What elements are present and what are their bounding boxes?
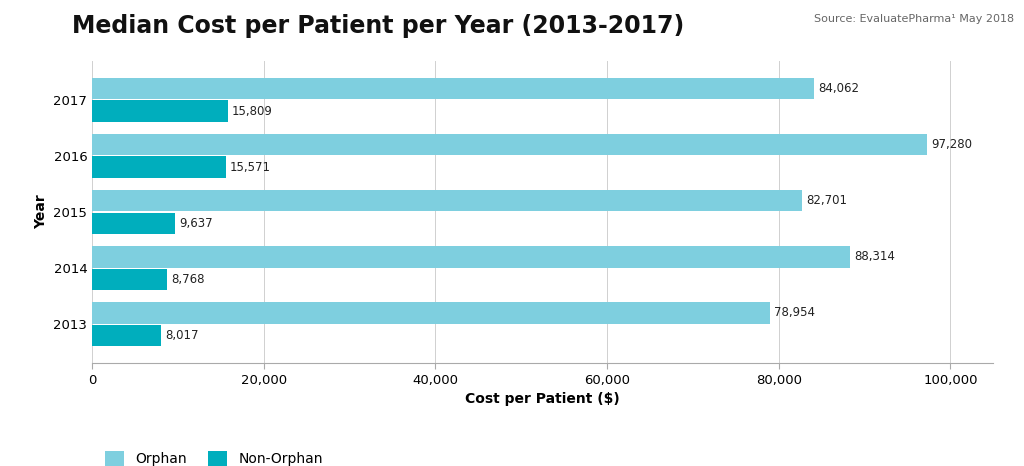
Bar — [92, 78, 814, 99]
Text: 9,637: 9,637 — [179, 217, 213, 230]
Bar — [92, 302, 770, 324]
Bar — [92, 269, 167, 290]
Text: 84,062: 84,062 — [818, 82, 859, 95]
Bar — [92, 100, 227, 122]
Bar — [92, 134, 927, 155]
Bar — [92, 325, 161, 346]
Text: 8,768: 8,768 — [172, 273, 205, 286]
Legend: Orphan, Non-Orphan: Orphan, Non-Orphan — [99, 445, 329, 466]
X-axis label: Cost per Patient ($): Cost per Patient ($) — [465, 392, 621, 406]
Text: 15,809: 15,809 — [232, 104, 273, 117]
Text: 82,701: 82,701 — [806, 194, 847, 207]
Bar — [92, 157, 225, 178]
Y-axis label: Year: Year — [34, 195, 48, 229]
Text: Source: EvaluatePharma¹ May 2018: Source: EvaluatePharma¹ May 2018 — [814, 14, 1014, 24]
Text: 15,571: 15,571 — [230, 161, 271, 174]
Text: 97,280: 97,280 — [931, 138, 973, 151]
Bar — [92, 190, 802, 212]
Text: 88,314: 88,314 — [854, 250, 895, 263]
Text: 8,017: 8,017 — [165, 329, 199, 342]
Text: Median Cost per Patient per Year (2013-2017): Median Cost per Patient per Year (2013-2… — [72, 14, 684, 38]
Bar — [92, 212, 175, 234]
Text: 78,954: 78,954 — [774, 307, 815, 320]
Bar — [92, 246, 850, 267]
